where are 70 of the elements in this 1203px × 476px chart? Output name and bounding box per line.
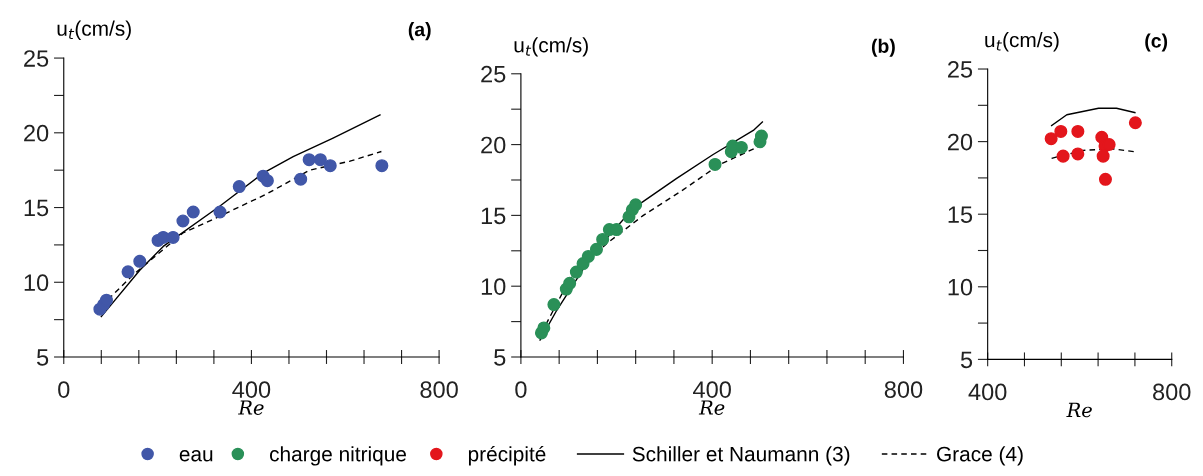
x-tick-label: 800 bbox=[1153, 383, 1191, 401]
legend-label: eau bbox=[179, 450, 213, 462]
point bbox=[260, 174, 274, 188]
point bbox=[313, 153, 327, 167]
chart-title: (a) bbox=[408, 22, 431, 41]
point bbox=[563, 276, 577, 290]
y-tick-label: 25 bbox=[24, 50, 49, 67]
chart-title: (c) bbox=[1145, 33, 1168, 52]
x-axis-title: Re bbox=[698, 400, 725, 415]
point bbox=[186, 205, 200, 219]
y-tick-label: 20 bbox=[481, 136, 506, 154]
point bbox=[121, 265, 135, 279]
x-tick-label: 400 bbox=[968, 383, 1007, 401]
y-tick-label: 10 bbox=[948, 278, 973, 296]
point bbox=[176, 214, 190, 228]
legend-label: charge nitrique bbox=[269, 446, 406, 466]
x-axis-title: Re bbox=[1066, 402, 1092, 418]
point bbox=[1071, 124, 1085, 138]
x-tick-label: 800 bbox=[884, 381, 923, 398]
point bbox=[232, 180, 246, 194]
point bbox=[294, 172, 308, 186]
y-tick-label: 25 bbox=[481, 65, 506, 83]
point bbox=[569, 265, 583, 279]
y-axis-title: u$_{t}$(cm/s) bbox=[514, 37, 588, 57]
x-tick-label: 0 bbox=[515, 381, 527, 398]
y-tick-label: 10 bbox=[481, 278, 506, 295]
point bbox=[1071, 147, 1085, 161]
point bbox=[581, 249, 595, 263]
point bbox=[754, 129, 768, 143]
point bbox=[323, 159, 337, 173]
line-series bbox=[1050, 107, 1136, 127]
point bbox=[537, 321, 551, 335]
point bbox=[629, 198, 643, 212]
legend-label: précipité bbox=[468, 445, 546, 466]
x-tick-label: 400 bbox=[693, 381, 731, 398]
chart-title: (b) bbox=[871, 38, 895, 57]
point bbox=[589, 242, 603, 256]
x-tick-label: 400 bbox=[232, 381, 271, 398]
y-axis-title: u$_{t}$(cm/s) bbox=[57, 20, 131, 40]
legend-label: Grace (4) bbox=[937, 446, 1023, 466]
point bbox=[547, 298, 561, 312]
y-tick-label: 25 bbox=[948, 61, 973, 78]
point bbox=[1054, 124, 1068, 138]
point bbox=[1098, 172, 1112, 186]
y-tick-label: 20 bbox=[948, 133, 973, 151]
y-tick-label: 15 bbox=[481, 207, 506, 225]
point bbox=[1096, 149, 1110, 163]
y-axis-title: u$_{t}$(cm/s) bbox=[985, 32, 1059, 52]
point bbox=[302, 153, 316, 167]
x-axis-title: Re bbox=[238, 400, 264, 415]
point bbox=[1128, 116, 1142, 130]
point bbox=[166, 230, 180, 244]
y-tick-label: 20 bbox=[24, 124, 49, 142]
point bbox=[1056, 149, 1070, 163]
point bbox=[708, 157, 722, 171]
x-tick-label: 800 bbox=[420, 381, 458, 398]
point bbox=[99, 293, 113, 307]
y-tick-label: 15 bbox=[948, 206, 973, 223]
point bbox=[375, 159, 389, 173]
point bbox=[596, 232, 610, 246]
y-tick-label: 5 bbox=[494, 349, 506, 366]
y-tick-label: 15 bbox=[24, 199, 49, 217]
legend-label: Schiller et Naumann (3) bbox=[632, 446, 850, 466]
point bbox=[213, 205, 227, 219]
y-tick-label: 5 bbox=[960, 351, 973, 369]
point bbox=[1044, 132, 1058, 146]
y-tick-label: 10 bbox=[24, 274, 49, 292]
y-tick-label: 5 bbox=[36, 349, 49, 366]
point bbox=[133, 254, 147, 268]
x-tick-label: 0 bbox=[58, 381, 70, 398]
